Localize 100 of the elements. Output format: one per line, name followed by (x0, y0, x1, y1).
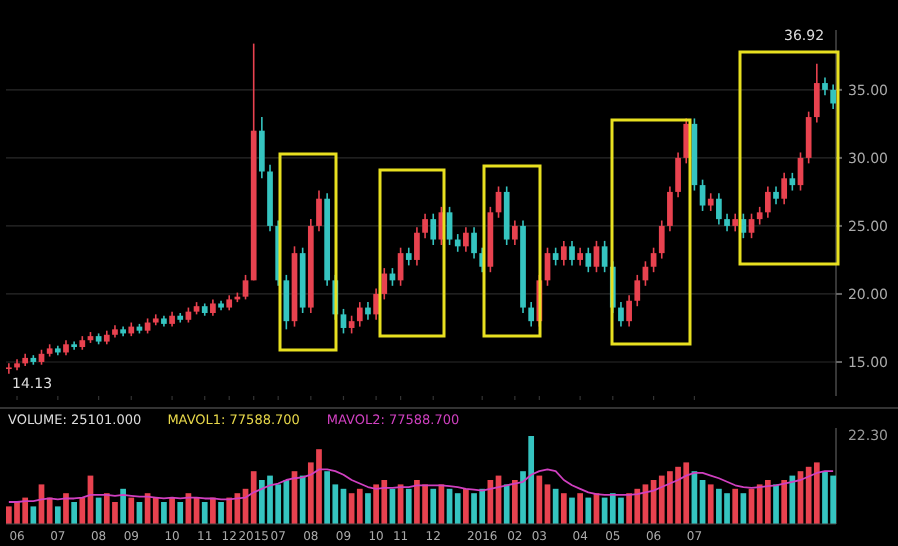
bar (675, 466, 681, 524)
bar (365, 493, 371, 524)
bar (201, 502, 208, 524)
bar (577, 493, 583, 524)
bar (618, 497, 624, 524)
bar (63, 493, 69, 524)
candlestick (658, 219, 665, 260)
bar (471, 493, 477, 524)
bar (560, 493, 567, 524)
candlestick (675, 151, 681, 199)
bar (324, 471, 330, 524)
bar (177, 502, 184, 524)
bar (667, 471, 673, 524)
bar (283, 480, 290, 524)
bar (422, 484, 428, 524)
bar (732, 488, 739, 524)
candlestick (283, 274, 290, 331)
bar (275, 484, 282, 524)
bar (724, 493, 730, 524)
bar (414, 480, 420, 524)
candlestick (356, 301, 363, 328)
bar (773, 484, 779, 524)
bar (405, 488, 412, 524)
candlestick (471, 226, 477, 260)
bar (781, 480, 788, 524)
candlestick (634, 274, 641, 307)
candlestick (593, 240, 600, 273)
candlestick (422, 212, 428, 239)
candlestick (430, 212, 437, 246)
bar (381, 480, 388, 524)
bar (250, 471, 257, 524)
bar (54, 506, 61, 524)
candlestick (585, 246, 592, 273)
bar (430, 488, 437, 524)
candlestick (765, 185, 771, 219)
bar (805, 466, 812, 524)
candlestick (560, 240, 567, 267)
bar (267, 475, 273, 524)
bar (226, 497, 233, 524)
bar (259, 480, 265, 524)
bar (716, 488, 722, 524)
bar (316, 449, 322, 524)
candlestick (259, 116, 265, 180)
candlestick (748, 212, 755, 239)
bar (813, 462, 820, 524)
candlestick (813, 62, 820, 124)
bar (585, 497, 592, 524)
candlestick (805, 110, 812, 165)
bar (454, 493, 461, 524)
candlestick (242, 274, 249, 301)
bar (120, 488, 126, 524)
candlestick (528, 301, 535, 328)
candlestick (512, 219, 518, 246)
bar (463, 488, 469, 524)
bar (22, 497, 29, 524)
candlestick (618, 301, 624, 328)
bar (30, 506, 37, 524)
candlestick (503, 185, 510, 246)
bar (71, 502, 77, 524)
bar (128, 497, 135, 524)
candlestick (601, 240, 608, 273)
bar (536, 475, 543, 524)
bar (609, 493, 616, 524)
bar (210, 497, 216, 524)
candlestick (6, 362, 12, 375)
bar (528, 436, 535, 524)
bar (552, 488, 559, 524)
candlestick (683, 117, 690, 165)
candlestick (414, 226, 420, 267)
bar (503, 484, 510, 524)
bar (356, 488, 363, 524)
bar (6, 506, 12, 524)
candlestick (667, 185, 673, 233)
candlestick (340, 308, 347, 335)
bar (822, 471, 828, 524)
candlestick (716, 192, 722, 226)
bar (569, 497, 575, 524)
candlestick (569, 240, 575, 267)
bar (707, 484, 714, 524)
candlestick (650, 246, 657, 273)
bar (789, 475, 796, 524)
bar (626, 493, 632, 524)
bar (756, 484, 763, 524)
bar (830, 475, 836, 524)
bar (373, 484, 379, 524)
bar (683, 462, 690, 524)
candlestick (830, 83, 836, 110)
bar (14, 502, 20, 524)
bar (169, 497, 175, 524)
bar (765, 480, 771, 524)
bar (479, 488, 486, 524)
bar (658, 475, 665, 524)
bar (152, 497, 159, 524)
candlestick (316, 189, 322, 233)
bar (218, 502, 224, 524)
candlestick (463, 226, 469, 253)
bar (512, 480, 518, 524)
bar (161, 502, 167, 524)
candlestick (781, 172, 788, 205)
candlestick (446, 206, 453, 246)
